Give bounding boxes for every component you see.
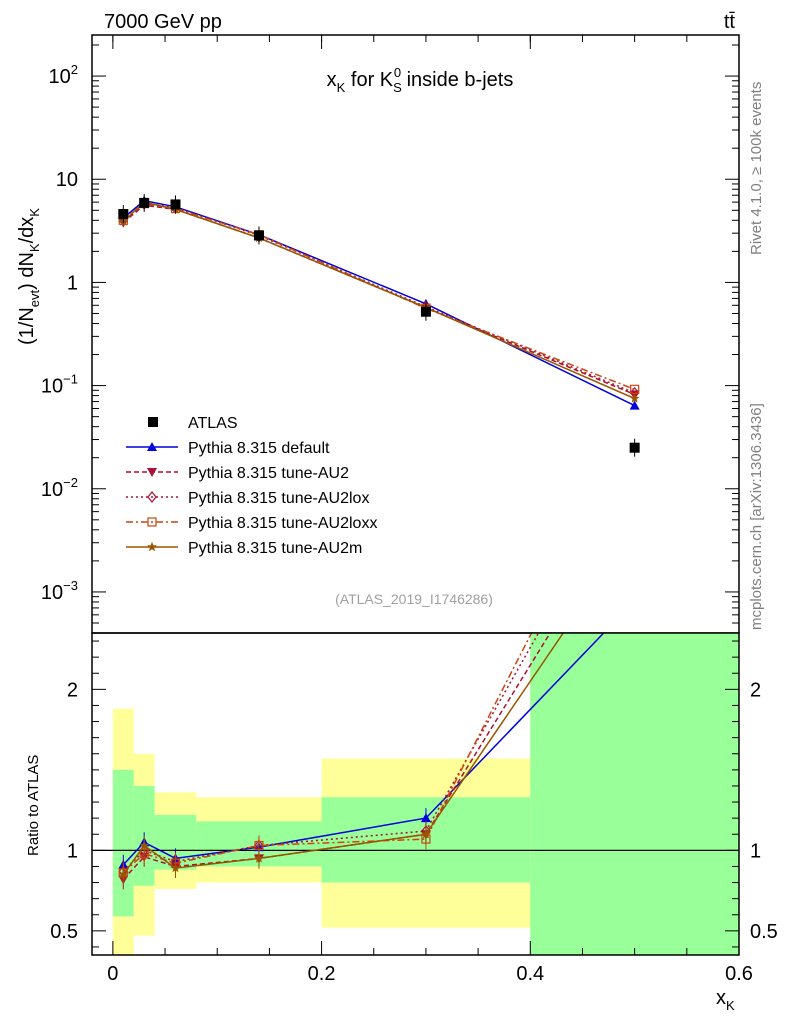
data-point [170,199,181,210]
legend-entry-atlas: ATLAS [148,415,238,432]
process-label: tt̄ [724,11,736,33]
series-marker-0 [629,400,640,410]
legend-entry-3: Pythia 8.315 tune-AU2loxx [126,515,377,532]
series-line-4 [122,201,635,400]
series-marker-3 [630,384,640,394]
legend-label-0: Pythia 8.315 default [188,440,330,457]
legend-label-2: Pythia 8.315 tune-AU2lox [188,490,369,507]
energy-label: 7000 GeV pp [104,11,222,33]
y-tick-label: 10 [56,169,78,191]
ratio-marker-4 [118,869,129,879]
data-point [420,306,431,317]
ratio-marker-4 [421,829,431,839]
ratio-plot-panel: 0.5 0.5 1 1 2 2 0 0.2 0.4 0.6 Ratio to ATLAS xK [25,632,778,1013]
main-plot-panel: xK for KS0 inside b-jets (1/Nevt) dNK/dx… [16,34,740,634]
y-tick-label: 10−1 [41,372,78,398]
plot-title: xK for KS0 inside b-jets [327,65,514,95]
data-point [253,230,264,241]
ratio-y-tick-label-right: 1 [750,840,761,862]
ratio-marker-4 [170,862,181,873]
y-tick-label: 1 [67,272,78,294]
analysis-watermark: (ATLAS_2019_I1746286) [335,591,493,607]
legend-mc-entries: Pythia 8.315 default Pythia 8.315 tune-AU… [126,440,377,557]
data-point [629,442,640,453]
ratio-y-tick-label-right: 2 [750,679,761,701]
mcplots-label: mcplots.cern.ch [arXiv:1306.3436] [748,403,765,630]
ratio-plot-frame [91,632,740,956]
series-line-1 [122,204,635,396]
ratio-marker-4 [254,853,264,863]
legend-label-atlas: ATLAS [188,415,238,432]
legend-entry-2: Pythia 8.315 tune-AU2lox [126,490,369,507]
legend-entry-0: Pythia 8.315 default [126,440,330,457]
x-tick-label: 0.4 [516,963,544,985]
x-tick-label: 0.2 [308,963,336,985]
ratio-axis-ticks: 0.5 0.5 1 1 2 2 0 0.2 0.4 0.6 [50,640,778,985]
ratio-uncertainty-bands [112,633,739,955]
data-point [118,209,129,220]
y-axis-ticks-main: 10−3 10−2 10−1 1 10 102 [41,35,740,634]
main-series-group [118,193,640,457]
legend-entry-1: Pythia 8.315 tune-AU2 [126,465,349,482]
legend-marker-1 [147,468,157,477]
legend-label-4: Pythia 8.315 tune-AU2m [188,540,362,557]
y-axis-label-ratio: Ratio to ATLAS [25,755,42,856]
x-tick-label: 0.6 [725,963,753,985]
x-tick-label: 0 [107,963,118,985]
y-axis-label-main: (1/Nevt) dNK/dxK [16,208,42,345]
legend-label-1: Pythia 8.315 tune-AU2 [188,465,349,482]
legend-entry-4: Pythia 8.315 tune-AU2m [126,540,362,557]
ratio-line-1 [122,633,552,880]
series-marker-4 [629,393,640,403]
ratio-marker-4 [139,840,150,850]
rivet-version-label: Rivet 4.1.0, ≥ 100k events [748,82,765,255]
legend-marker-0 [147,442,157,451]
series-line-3 [122,202,635,390]
ratio-y-tick-label-right: 0.5 [750,921,778,943]
legend-marker-2 [147,491,157,503]
ratio-marker-0 [420,813,431,823]
uncertainty-band-inner [112,769,134,917]
ratio-y-tick-label: 2 [67,679,78,701]
ratio-line-4 [122,633,565,875]
ratio-y-tick-label: 1 [67,840,78,862]
legend: ATLAS Pythia 8.315 default Pythia 8.315 t… [126,415,377,557]
x-axis-label: xK [716,987,735,1013]
ratio-series-group [92,633,739,890]
y-tick-label: 102 [49,62,78,88]
legend-marker-4 [147,541,157,552]
legend-label-3: Pythia 8.315 tune-AU2loxx [188,515,377,532]
legend-marker-atlas [148,417,158,427]
uncertainty-band-inner [530,633,739,955]
ratio-y-tick-label: 0.5 [50,921,78,943]
y-tick-label: 10−3 [41,578,78,604]
data-point [139,197,150,208]
series-line-0 [122,199,635,407]
legend-marker-3 [147,517,157,527]
y-tick-label: 10−2 [41,475,78,501]
